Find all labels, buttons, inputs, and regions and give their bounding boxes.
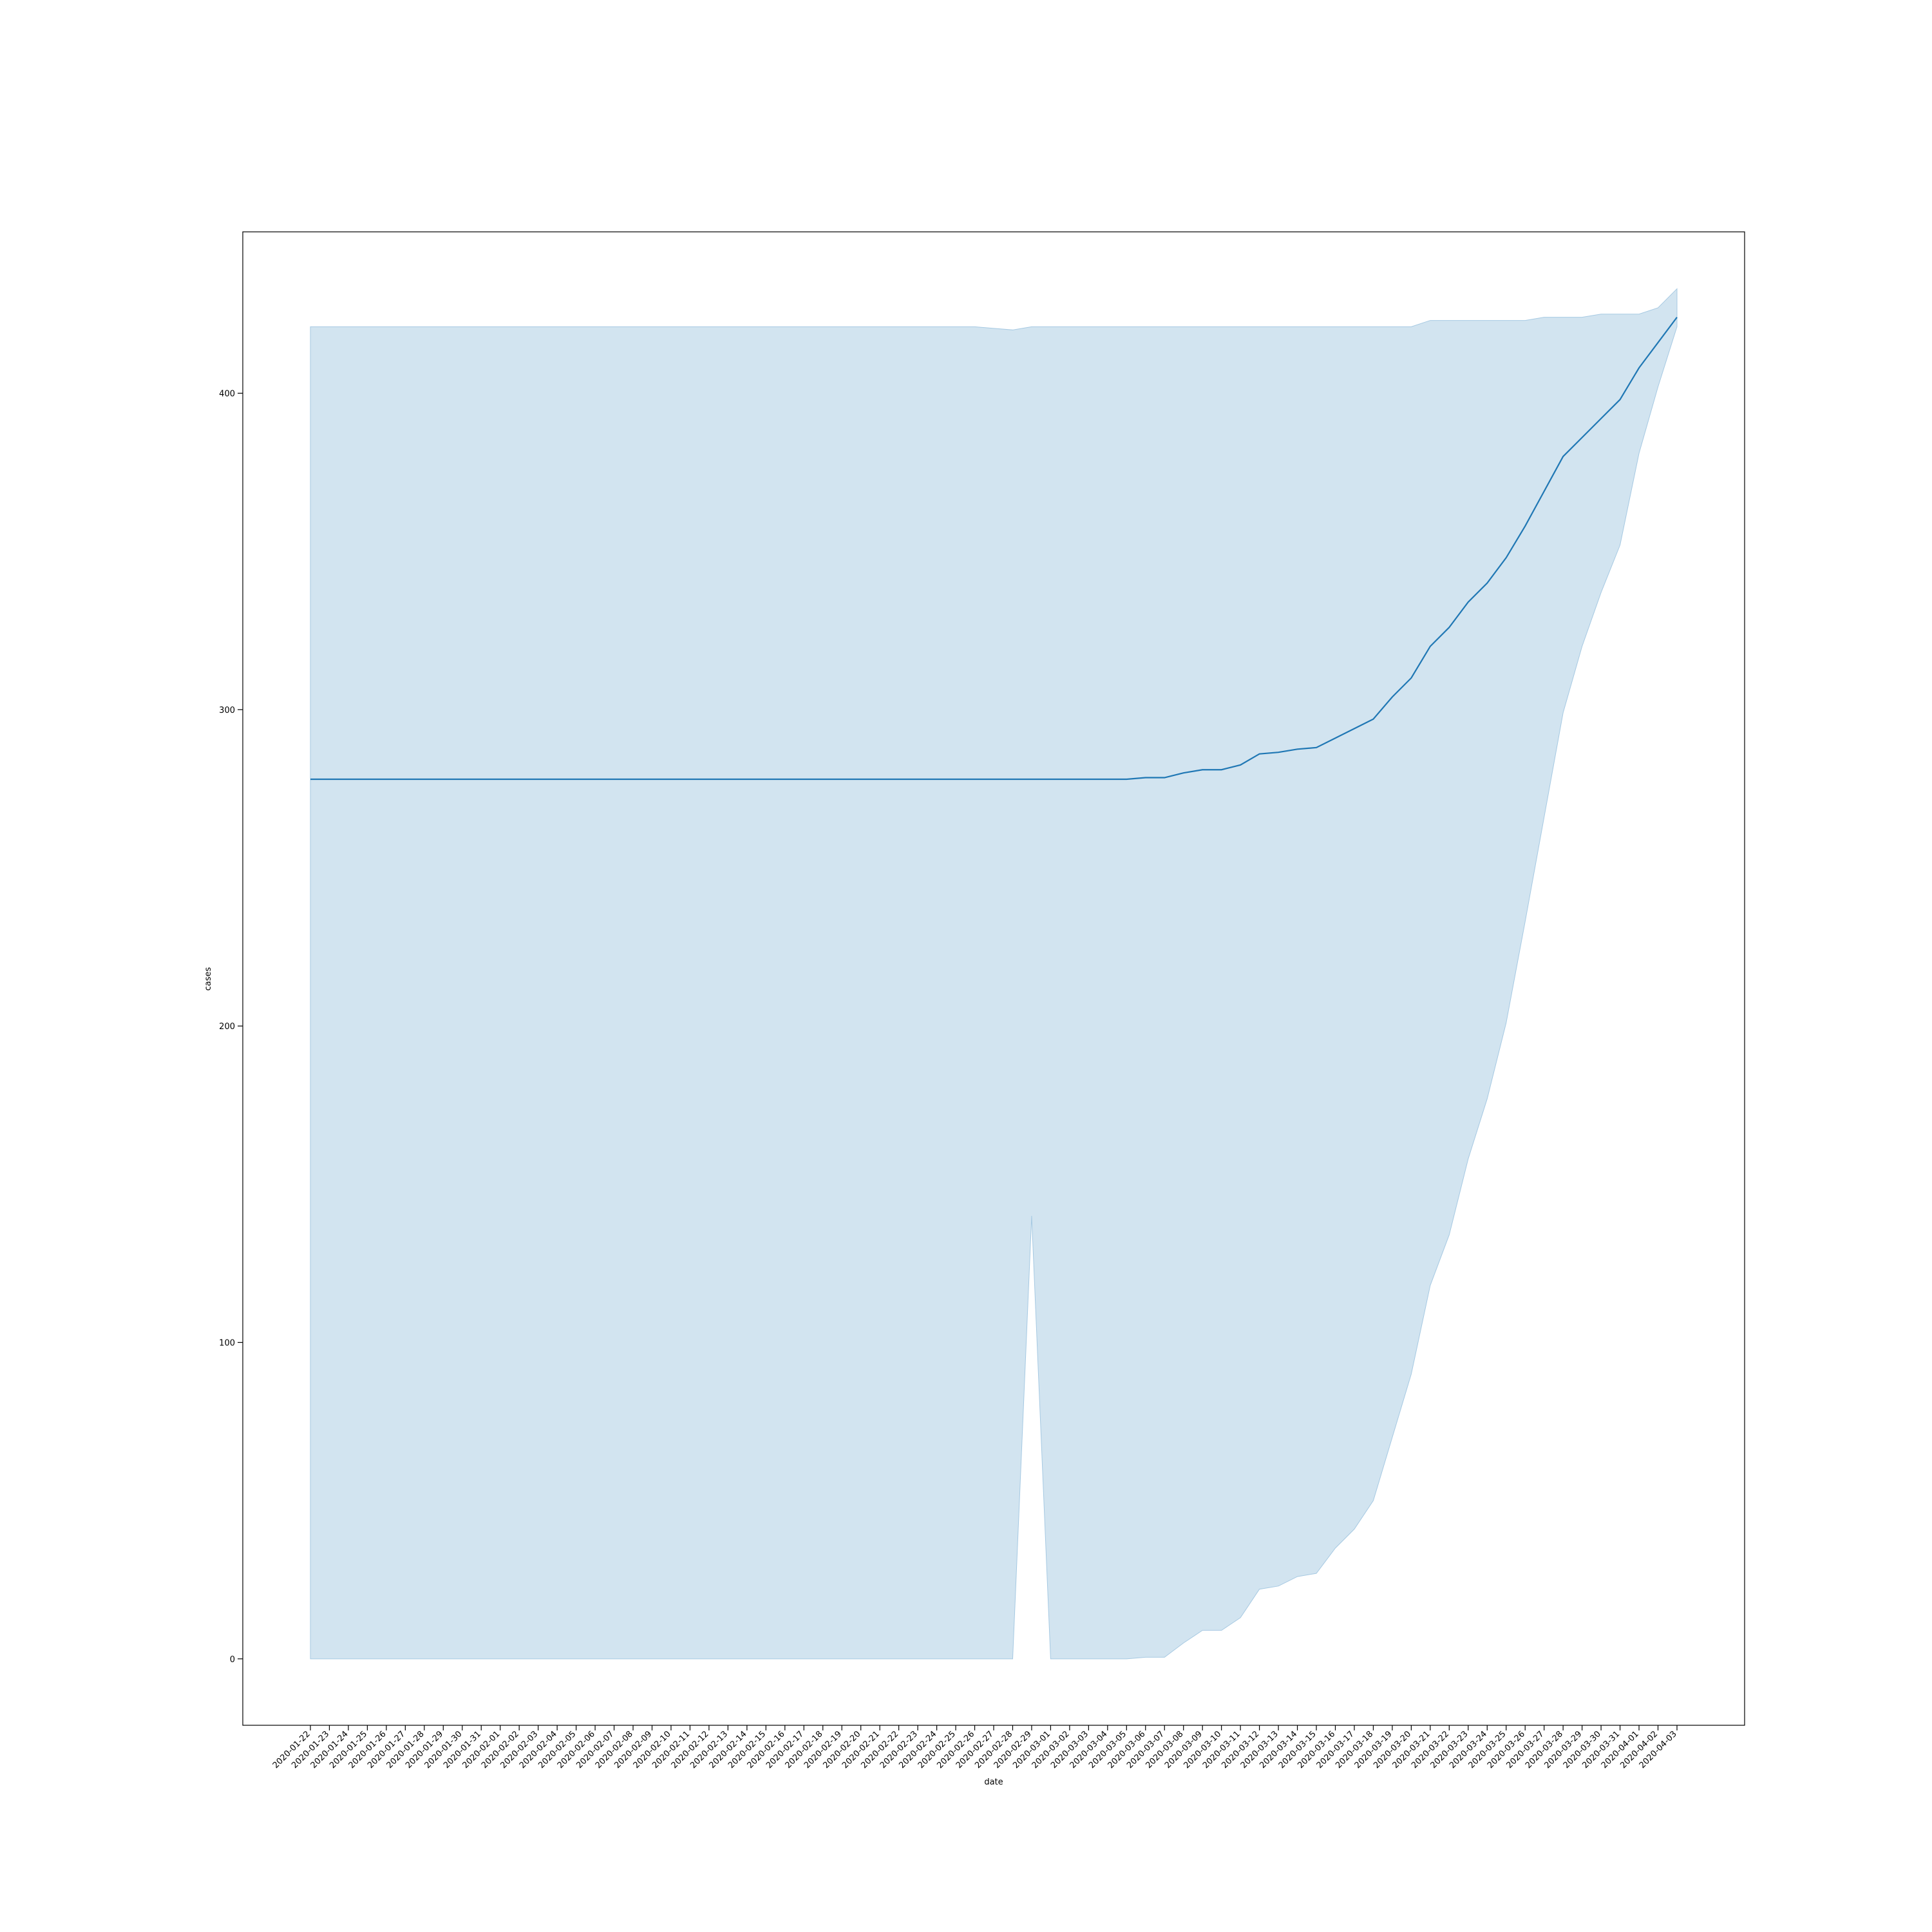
y-axis: 0 100 200 300 400 — [219, 390, 243, 1665]
y-tick-label: 100 — [219, 1339, 235, 1349]
x-axis: 2020-01-222020-01-232020-01-242020-01-25… — [271, 1725, 1679, 1770]
y-tick-label: 400 — [219, 390, 235, 399]
y-tick-label: 0 — [230, 1655, 235, 1665]
confidence-band — [310, 288, 1678, 1660]
y-tick-label: 300 — [219, 706, 235, 715]
series-line — [310, 316, 1678, 781]
y-tick-label: 200 — [219, 1022, 235, 1032]
y-axis-label: cases — [204, 967, 213, 990]
confidence-band-layer — [310, 288, 1678, 1660]
x-axis-label: date — [984, 1777, 1003, 1787]
series-line-layer — [310, 316, 1678, 781]
